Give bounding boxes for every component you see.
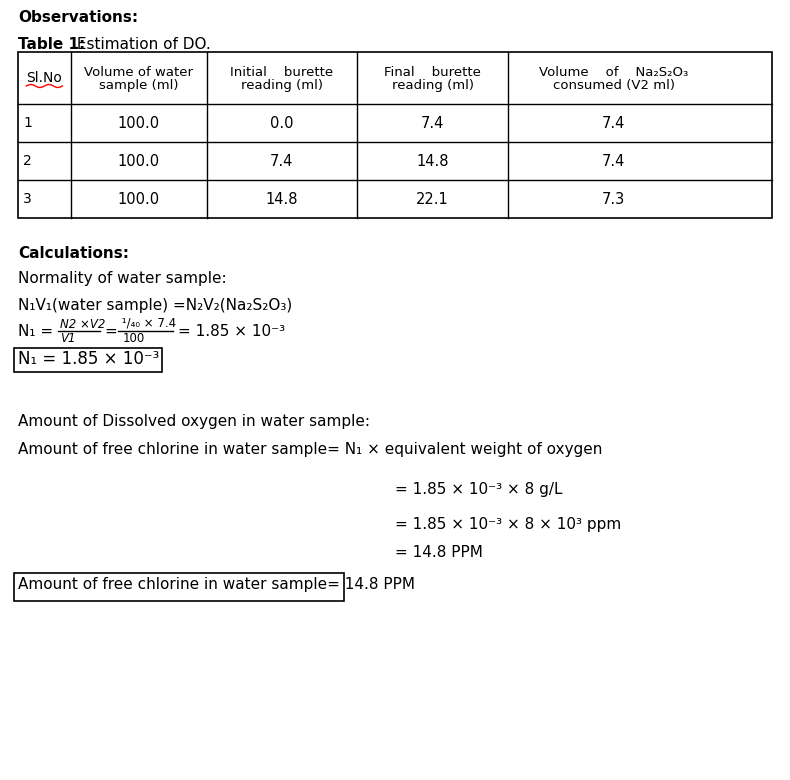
Text: N₁ =: N₁ = [18, 324, 53, 339]
Text: N₁ = 1.85 × 10⁻³: N₁ = 1.85 × 10⁻³ [18, 350, 160, 368]
Text: Final    burette: Final burette [384, 66, 481, 79]
Text: Normality of water sample:: Normality of water sample: [18, 271, 227, 286]
Text: =: = [104, 324, 117, 339]
Text: N₁V₁(water sample) =N₂V₂(Na₂S₂O₃): N₁V₁(water sample) =N₂V₂(Na₂S₂O₃) [18, 298, 292, 313]
Text: = 1.85 × 10⁻³ × 8 g/L: = 1.85 × 10⁻³ × 8 g/L [395, 482, 562, 497]
Bar [14, 573, 344, 601]
Text: Initial    burette: Initial burette [231, 66, 333, 79]
Text: Observations:: Observations: [18, 10, 138, 25]
Text: 22.1: 22.1 [416, 192, 449, 207]
Bar [18, 52, 772, 218]
Text: reading (ml): reading (ml) [392, 80, 474, 93]
Text: N2 ×V2: N2 ×V2 [60, 317, 105, 331]
Text: 14.8: 14.8 [416, 154, 449, 168]
Text: 14.8: 14.8 [265, 192, 298, 207]
Text: 1: 1 [23, 116, 32, 130]
Text: 7.4: 7.4 [421, 115, 445, 130]
Text: Calculations:: Calculations: [18, 246, 129, 261]
Text: 0.0: 0.0 [270, 115, 294, 130]
Text: Estimation of DO.: Estimation of DO. [72, 37, 211, 52]
Text: Volume    of    Na₂S₂O₃: Volume of Na₂S₂O₃ [539, 66, 688, 79]
Text: Volume of water: Volume of water [85, 66, 193, 79]
Text: = 1.85 × 10⁻³ × 8 × 10³ ppm: = 1.85 × 10⁻³ × 8 × 10³ ppm [395, 517, 621, 532]
Text: V1: V1 [60, 332, 76, 346]
Text: 2: 2 [23, 154, 32, 168]
Text: Amount of free chlorine in water sample= 14.8 PPM: Amount of free chlorine in water sample=… [18, 577, 415, 593]
Text: = 1.85 × 10⁻³: = 1.85 × 10⁻³ [178, 324, 285, 339]
Text: 100: 100 [123, 332, 145, 346]
Bar [14, 348, 162, 372]
Text: 7.4: 7.4 [270, 154, 294, 168]
Text: 7.3: 7.3 [602, 192, 626, 207]
Text: ¹/₄₀ × 7.4: ¹/₄₀ × 7.4 [118, 317, 176, 329]
Text: Table 1:: Table 1: [18, 37, 85, 52]
Text: 7.4: 7.4 [602, 154, 626, 168]
Text: 100.0: 100.0 [118, 115, 160, 130]
Text: = 14.8 PPM: = 14.8 PPM [395, 545, 483, 560]
Text: Amount of free chlorine in water sample= N₁ × equivalent weight of oxygen: Amount of free chlorine in water sample=… [18, 442, 603, 457]
Text: 7.4: 7.4 [602, 115, 626, 130]
Text: 100.0: 100.0 [118, 192, 160, 207]
Text: Amount of Dissolved oxygen in water sample:: Amount of Dissolved oxygen in water samp… [18, 414, 370, 429]
Text: 100.0: 100.0 [118, 154, 160, 168]
Text: sample (ml): sample (ml) [99, 80, 179, 93]
Text: Sl.No: Sl.No [26, 71, 62, 85]
Text: consumed (V2 ml): consumed (V2 ml) [553, 80, 675, 93]
Text: reading (ml): reading (ml) [241, 80, 323, 93]
Text: 3: 3 [23, 192, 32, 206]
